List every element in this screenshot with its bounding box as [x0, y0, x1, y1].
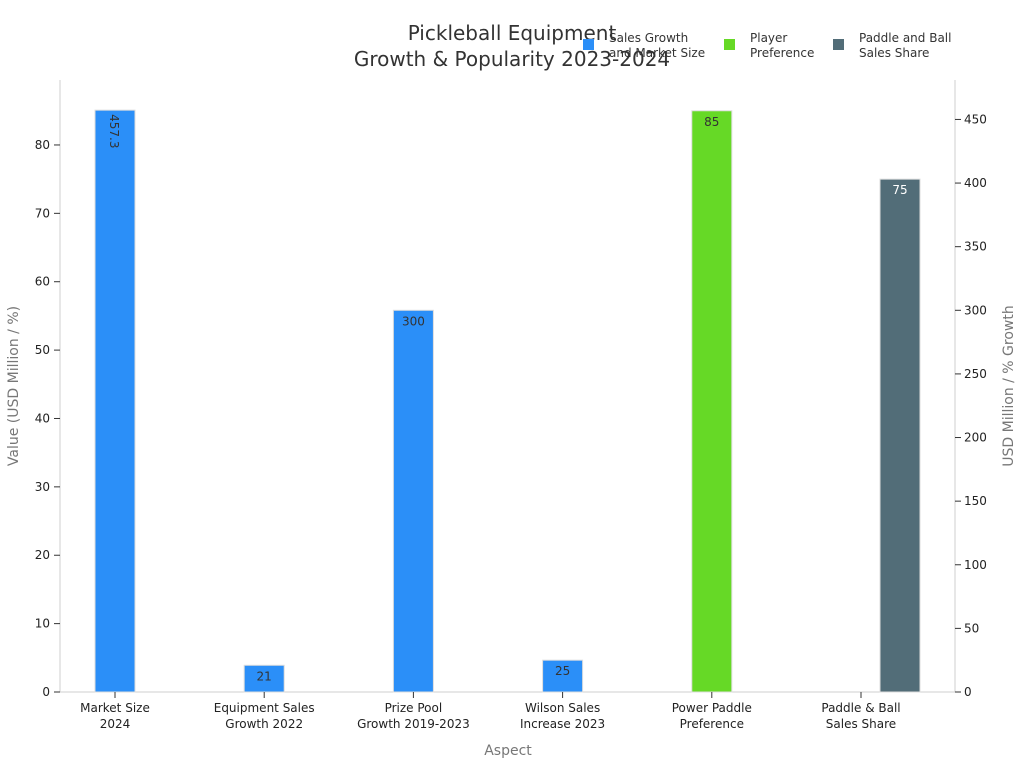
- y2-tick-label: 200: [964, 431, 987, 445]
- y-tick-label: 70: [35, 206, 50, 220]
- bars: 457.3 21 300 25 85 75: [94, 109, 921, 693]
- bar-data-label: 75: [892, 183, 907, 197]
- x-tick-label: Prize Pool Growth 2019-2023: [357, 701, 470, 731]
- y-tick-label: 30: [35, 480, 50, 494]
- bar-data-label: 457.3: [107, 114, 121, 148]
- legend-swatch: [583, 39, 594, 50]
- legend-entry: Paddle and Ball Sales Share: [859, 31, 951, 60]
- bar: [243, 664, 285, 693]
- left-axis-ticks: 0 10 20 30 40 50 60 70 80: [35, 138, 60, 699]
- bar: [691, 110, 733, 693]
- x-tick-label: Wilson Sales Increase 2023: [520, 701, 605, 731]
- legend-entry: Player Preference: [750, 31, 814, 60]
- y2-tick-label: 450: [964, 112, 987, 126]
- y-tick-label: 40: [35, 411, 50, 425]
- y-tick-label: 50: [35, 343, 50, 357]
- x-tick-label: Equipment Sales Growth 2022: [214, 701, 315, 731]
- y-tick-label: 20: [35, 548, 50, 562]
- legend: Sales Growth and Market Size Player Prefere…: [583, 31, 951, 60]
- bar: [879, 178, 921, 693]
- y-tick-label: 60: [35, 275, 50, 289]
- bar-data-label: 85: [704, 115, 719, 129]
- x-axis-title: Aspect: [484, 743, 532, 759]
- x-tick-label: Power Paddle Preference: [672, 701, 752, 731]
- y2-tick-label: 100: [964, 558, 987, 572]
- y-tick-label: 80: [35, 138, 50, 152]
- y2-tick-label: 50: [964, 621, 979, 635]
- x-axis-ticks: Market Size 2024 Equipment Sales Growth 202…: [80, 692, 901, 731]
- right-axis-ticks: 0 50 100 150 200 250 300 350 400 450: [955, 112, 987, 699]
- chart-title-line-2: Growth & Popularity 2023-2024: [354, 47, 670, 71]
- chart-title-line-1: Pickleball Equipment: [408, 21, 617, 45]
- y-tick-label: 0: [42, 685, 50, 699]
- y2-tick-label: 350: [964, 240, 987, 254]
- x-tick-label: Paddle & Ball Sales Share: [821, 701, 900, 731]
- legend-swatch: [724, 39, 735, 50]
- y-tick-label: 10: [35, 617, 50, 631]
- x-tick-label: Market Size 2024: [80, 701, 150, 731]
- y2-axis-title: USD Million / % Growth: [1001, 305, 1017, 467]
- legend-entry: Sales Growth and Market Size: [609, 31, 705, 60]
- legend-swatch: [833, 39, 844, 50]
- y2-tick-label: 150: [964, 494, 987, 508]
- bar-data-label: 300: [402, 314, 425, 328]
- y2-tick-label: 400: [964, 176, 987, 190]
- bar: [392, 309, 434, 693]
- y-axis-title: Value (USD Million / %): [6, 306, 22, 466]
- y2-tick-label: 300: [964, 303, 987, 317]
- y2-tick-label: 250: [964, 367, 987, 381]
- bar-data-label: 25: [555, 664, 570, 678]
- bar-data-label: 21: [257, 669, 272, 683]
- bar: [94, 109, 136, 693]
- y2-tick-label: 0: [964, 685, 972, 699]
